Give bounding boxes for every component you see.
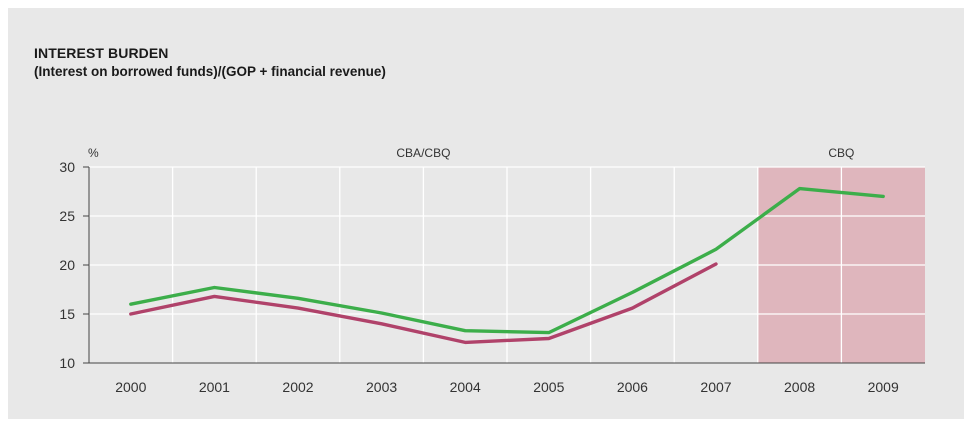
region-label: CBA/CBQ: [396, 146, 450, 160]
x-tick-label: 2003: [366, 379, 397, 395]
y-tick-label: 10: [59, 355, 75, 371]
x-tick-label: 2007: [700, 379, 731, 395]
x-tick-label: 2001: [199, 379, 230, 395]
x-tick-label: 2002: [282, 379, 313, 395]
y-tick-label: 25: [59, 208, 75, 224]
chart-title: INTEREST BURDEN: [34, 45, 169, 61]
series-line-1: [129, 186, 885, 335]
x-tick-label: 2006: [617, 379, 648, 395]
y-axis-unit-label: %: [88, 146, 99, 160]
x-tick-label: 2009: [868, 379, 899, 395]
y-tick-label: 15: [59, 306, 75, 322]
y-tick-label: 30: [59, 159, 75, 175]
x-tick-label: 2004: [450, 379, 481, 395]
y-tick-label: 20: [59, 257, 75, 273]
chart-subtitle: (Interest on borrowed funds)/(GOP + fina…: [34, 64, 386, 79]
region-label: CBQ: [828, 146, 854, 160]
series-line-2: [129, 262, 718, 345]
x-tick-label: 2000: [115, 379, 146, 395]
x-tick-label: 2005: [533, 379, 564, 395]
x-tick-label: 2008: [784, 379, 815, 395]
